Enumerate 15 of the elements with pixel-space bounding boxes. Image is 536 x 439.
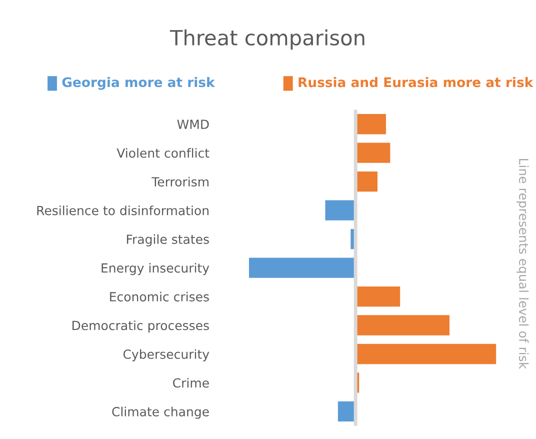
y-tick-label: Democratic processes: [72, 320, 209, 333]
y-tick-label: Cybersecurity: [123, 349, 210, 362]
legend-label: Russia and Eurasia more at risk: [298, 77, 534, 88]
y-tick-label: Climate change: [112, 406, 209, 419]
y-tick-label: Crime: [173, 378, 209, 388]
y-tick-label: Energy insecurity: [102, 263, 210, 276]
y-tick-label: Economic crises: [110, 292, 209, 302]
text: Line represents equal level of risk: [516, 158, 529, 370]
y-tick-label: Violent conflict: [116, 148, 210, 158]
y-tick-label: WMD: [177, 120, 209, 129]
y-tick-label: Terrorism: [152, 176, 208, 187]
y-tick-label: Resilience to disinformation: [37, 206, 208, 216]
y-tick-label: Fragile states: [126, 234, 209, 246]
legend-label: Georgia more at risk: [62, 76, 216, 90]
chart-title: Threat comparison: [170, 29, 364, 50]
